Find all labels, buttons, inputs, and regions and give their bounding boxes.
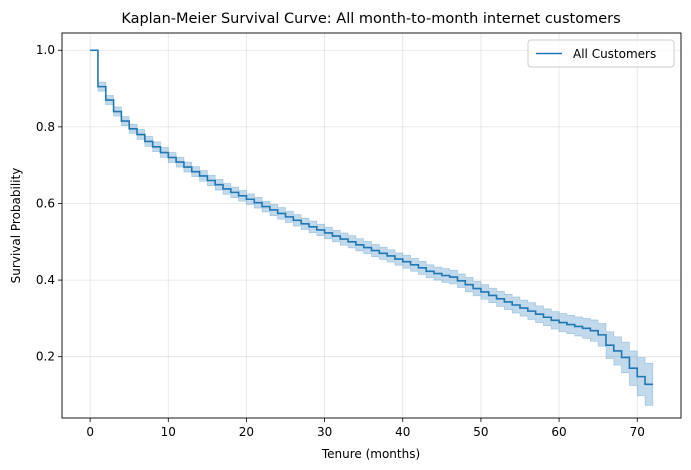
grid	[62, 33, 681, 418]
x-tick-label: 60	[551, 425, 566, 439]
x-axis-ticks: 0 10 20 30 40 50 60 70	[86, 418, 645, 439]
x-tick-label: 70	[630, 425, 645, 439]
y-tick-label: 0.8	[36, 120, 55, 134]
x-axis-label: Tenure (months)	[321, 447, 420, 461]
y-tick-label: 1.0	[36, 43, 55, 57]
y-tick-label: 0.4	[36, 273, 55, 287]
y-axis-ticks: 0.2 0.4 0.6 0.8 1.0	[36, 43, 62, 364]
plot-area	[90, 49, 654, 406]
legend-label-all-customers: All Customers	[573, 47, 656, 61]
confidence-band	[90, 49, 654, 406]
x-tick-label: 0	[86, 425, 94, 439]
y-axis-label: Survival Probability	[9, 168, 23, 284]
y-tick-label: 0.2	[36, 350, 55, 364]
legend: All Customers	[527, 39, 675, 68]
x-tick-label: 30	[317, 425, 332, 439]
x-tick-label: 40	[395, 425, 410, 439]
x-tick-label: 50	[473, 425, 488, 439]
legend-box	[527, 39, 675, 68]
y-tick-label: 0.6	[36, 196, 55, 210]
axes-frame	[61, 32, 682, 419]
x-tick-label: 10	[161, 425, 176, 439]
series-line-all-customers	[90, 49, 653, 386]
chart-title: Kaplan-Meier Survival Curve: All month-t…	[121, 11, 620, 27]
x-tick-label: 20	[239, 425, 254, 439]
